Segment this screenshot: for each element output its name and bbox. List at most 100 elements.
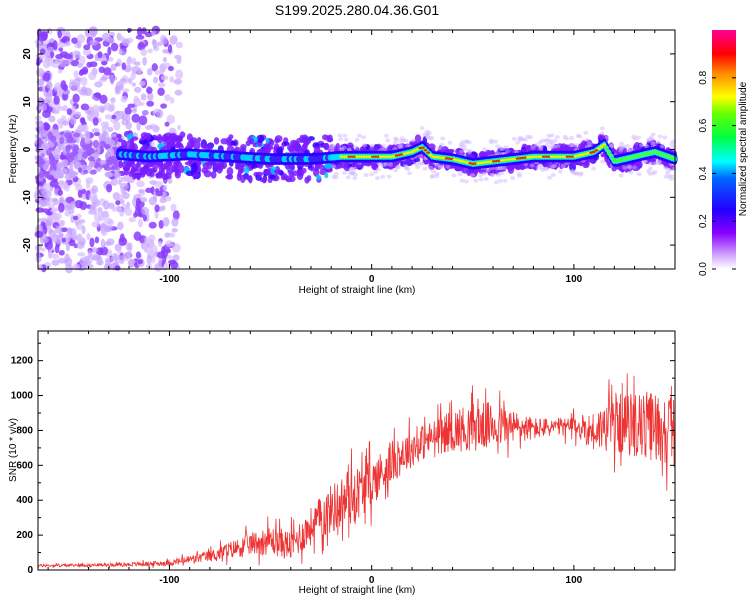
- spectrogram-cell: [118, 160, 123, 169]
- spectrogram-cell: [239, 146, 245, 153]
- y-tick-label: 1000: [11, 391, 34, 402]
- spectrogram-cell: [55, 225, 62, 234]
- spectrogram-cell: [123, 252, 130, 261]
- spectrogram-cell: [655, 140, 661, 145]
- spectrogram-cell: [151, 38, 156, 46]
- spectrogram-cell: [104, 114, 112, 120]
- spectrogram-cell: [113, 172, 121, 178]
- spectrogram-cell: [57, 68, 63, 74]
- ridge-cell: [606, 149, 611, 154]
- spectrogram-cell: [161, 36, 168, 45]
- spectrogram-cell: [213, 161, 221, 169]
- spectrogram-ridge: [115, 138, 678, 170]
- spectrogram-cell: [178, 164, 185, 174]
- spectrogram-cell: [119, 233, 125, 242]
- spectrogram-cell: [82, 48, 92, 56]
- spectrogram-cell: [379, 147, 385, 152]
- spectrogram-cell: [577, 134, 583, 139]
- spectrogram-cell: [138, 140, 147, 145]
- spectrogram-cell: [155, 173, 160, 179]
- spectrogram-cell: [250, 163, 258, 169]
- y-tick-label: 0: [27, 565, 33, 576]
- spectrogram-cell: [58, 232, 64, 238]
- spectrogram-cell: [97, 207, 103, 213]
- spectrogram-cell: [671, 166, 677, 171]
- spectrogram-cell: [282, 173, 288, 180]
- spectrogram-cell: [87, 249, 93, 257]
- spectrogram-cell: [94, 236, 100, 244]
- spectrogram-cell: [92, 139, 100, 148]
- spectrogram-cell: [599, 131, 605, 136]
- spectrogram-cell: [517, 137, 523, 142]
- spectrogram-cell: [648, 166, 654, 171]
- spectrogram-cell: [584, 138, 590, 143]
- spectrogram-cell: [134, 61, 141, 66]
- spectrogram-cell: [35, 68, 45, 77]
- y-tick-label: 10: [22, 96, 33, 108]
- spectrogram-cell: [127, 103, 136, 108]
- spectrogram-cell: [632, 165, 638, 170]
- spectrogram-cell: [265, 137, 270, 144]
- spectrogram-cell: [162, 184, 168, 192]
- spectrogram-cell: [430, 174, 436, 179]
- spectrogram-cell: [46, 80, 53, 89]
- spectrogram-cell: [127, 77, 133, 85]
- spectrogram-cell: [265, 170, 272, 176]
- spectrogram-cell: [73, 70, 79, 79]
- ridge-cell: [608, 153, 613, 158]
- spectrogram-cell: [116, 133, 122, 139]
- snr-y-axis-label: SNR (10 * v/v): [8, 418, 19, 482]
- spectrogram-cell: [77, 189, 83, 198]
- spectrogram-cell: [35, 254, 42, 263]
- spectrogram-cell: [460, 140, 466, 145]
- spectrogram-cell: [111, 114, 117, 120]
- spectrogram-cell: [127, 242, 133, 251]
- spectrogram-cell: [134, 207, 144, 217]
- spectrogram-cell: [125, 121, 132, 130]
- spectrogram-cell: [106, 183, 113, 193]
- spectrogram-cell: [165, 162, 173, 171]
- spectrogram-cell: [447, 140, 453, 145]
- y-tick-label: 20: [22, 48, 33, 60]
- spectrogram-cell: [42, 238, 49, 244]
- spectrogram-x-ticks: -100 0 100: [47, 30, 656, 285]
- ridge-cell: [355, 155, 359, 158]
- spectrogram-cell: [141, 166, 149, 175]
- spectrogram-cell: [220, 138, 229, 145]
- spectrogram-cell: [97, 216, 106, 222]
- spectrogram-cell: [41, 103, 48, 112]
- ridge-cell: [373, 155, 378, 158]
- spectrogram-cell: [103, 102, 112, 111]
- spectrogram-cell: [119, 77, 127, 83]
- spectrogram-cell: [331, 164, 337, 169]
- ridge-cell: [386, 155, 391, 158]
- spectrogram-cell: [82, 260, 89, 270]
- spectrogram-cell: [501, 165, 507, 170]
- spectrogram-cell: [39, 53, 44, 60]
- spectrogram-cell: [94, 92, 102, 99]
- spectrogram-cell: [141, 110, 150, 115]
- spectrogram-cell: [58, 47, 64, 52]
- spectrogram-cell: [51, 197, 58, 202]
- spectrogram-cell: [56, 87, 63, 97]
- spectrogram-cell: [121, 176, 130, 182]
- spectrogram-cell: [72, 144, 79, 151]
- spectrogram-cell: [549, 133, 555, 138]
- ridge-cell: [344, 155, 349, 158]
- spectrogram-cell: [356, 133, 362, 138]
- spectrogram-cell: [157, 41, 163, 47]
- spectrogram-cell: [173, 78, 182, 85]
- ridge-cell: [363, 155, 367, 158]
- spectrogram-cell: [628, 170, 634, 175]
- ridge-cell: [594, 149, 599, 152]
- spectrogram-cell: [216, 167, 223, 174]
- spectrogram-cell: [154, 204, 160, 213]
- spectrogram-cell: [65, 242, 71, 252]
- spectrogram-cell: [111, 206, 118, 212]
- spectrogram-cell: [37, 265, 44, 272]
- ridge-cell: [539, 155, 543, 158]
- spectrogram-cell: [511, 136, 517, 141]
- spectrogram-cell: [197, 136, 202, 143]
- spectrogram-cell: [344, 161, 350, 169]
- spectrogram-cell: [88, 192, 98, 202]
